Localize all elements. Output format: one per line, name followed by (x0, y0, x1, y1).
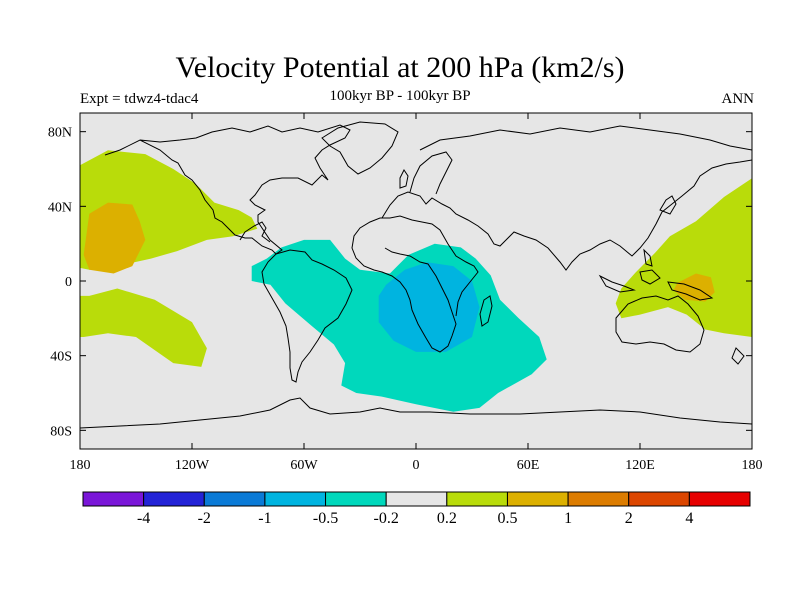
coastline-antarctica (80, 397, 752, 429)
coastline-eurasia (381, 159, 752, 271)
colorbar-label: 0.5 (497, 510, 517, 527)
experiment-label: Expt = tdwz4-tdac4 (80, 91, 199, 107)
colorbar-label: 2 (625, 510, 633, 527)
colorbar: -4 -2 -1 -0.5 -0.2 0.2 0.5 1 2 4 (82, 491, 751, 527)
coastline-greenland (321, 121, 399, 175)
x-tick-label: 120W (175, 458, 210, 473)
x-tick-label: 180 (70, 458, 91, 473)
coastline-south-america (261, 249, 353, 383)
period-label: 100kyr BP - 100kyr BP (329, 88, 471, 104)
colorbar-swatch (446, 491, 508, 507)
coastline-gulf-mexico (239, 221, 271, 243)
coastline-indonesia (598, 248, 714, 301)
coastline-arctic (419, 125, 752, 151)
y-tick-label: 40S (50, 350, 72, 365)
coastlines (80, 121, 752, 429)
colorbar-label: -0.5 (313, 510, 338, 527)
contour-region-2 (83, 202, 146, 274)
x-tick-label: 120E (625, 458, 655, 473)
season-label: ANN (721, 91, 755, 107)
colorbar-swatch (385, 491, 448, 507)
colorbar-label: 4 (685, 510, 693, 527)
contour-fills (80, 150, 752, 412)
coastline-japan (659, 195, 677, 215)
y-tick-label: 0 (65, 275, 72, 290)
colorbar-swatch (82, 491, 145, 507)
colorbar-swatch (143, 491, 205, 507)
colorbar-swatch (325, 491, 387, 507)
coastline-madagascar (479, 295, 493, 327)
colorbar-swatch (264, 491, 327, 507)
colorbar-label: 1 (564, 510, 572, 527)
x-tick-label: 60E (517, 458, 540, 473)
axis-ticks: 180 120W 60W 0 60E 120E 180 80N 40N 0 40S 80S (48, 113, 763, 473)
colorbar-label: -0.2 (374, 510, 399, 527)
x-tick-label: 60W (290, 458, 318, 473)
colorbar-swatch (567, 491, 630, 507)
coastline-britain (399, 169, 409, 189)
y-tick-label: 40N (48, 200, 72, 215)
plot-title: Velocity Potential at 200 hPa (km2/s) (175, 51, 625, 84)
colorbar-swatch (628, 491, 690, 507)
coastline-new-zealand (731, 347, 745, 365)
coastline-north-america (104, 124, 351, 255)
y-tick-label: 80S (50, 424, 72, 439)
x-tick-label: 180 (742, 458, 763, 473)
coastline-scandinavia (409, 151, 453, 195)
colorbar-label: -1 (258, 510, 271, 527)
coastline-africa (351, 215, 479, 353)
colorbar-swatch (203, 491, 266, 507)
colorbar-label: -2 (198, 510, 211, 527)
colorbar-label: 0.2 (437, 510, 457, 527)
colorbar-label: -4 (137, 510, 150, 527)
coastline-australia (615, 295, 705, 353)
y-tick-label: 80N (48, 126, 72, 141)
contour-region-3 (80, 288, 207, 367)
colorbar-swatch (688, 491, 751, 507)
x-tick-label: 0 (413, 458, 420, 473)
colorbar-swatch (506, 491, 569, 507)
